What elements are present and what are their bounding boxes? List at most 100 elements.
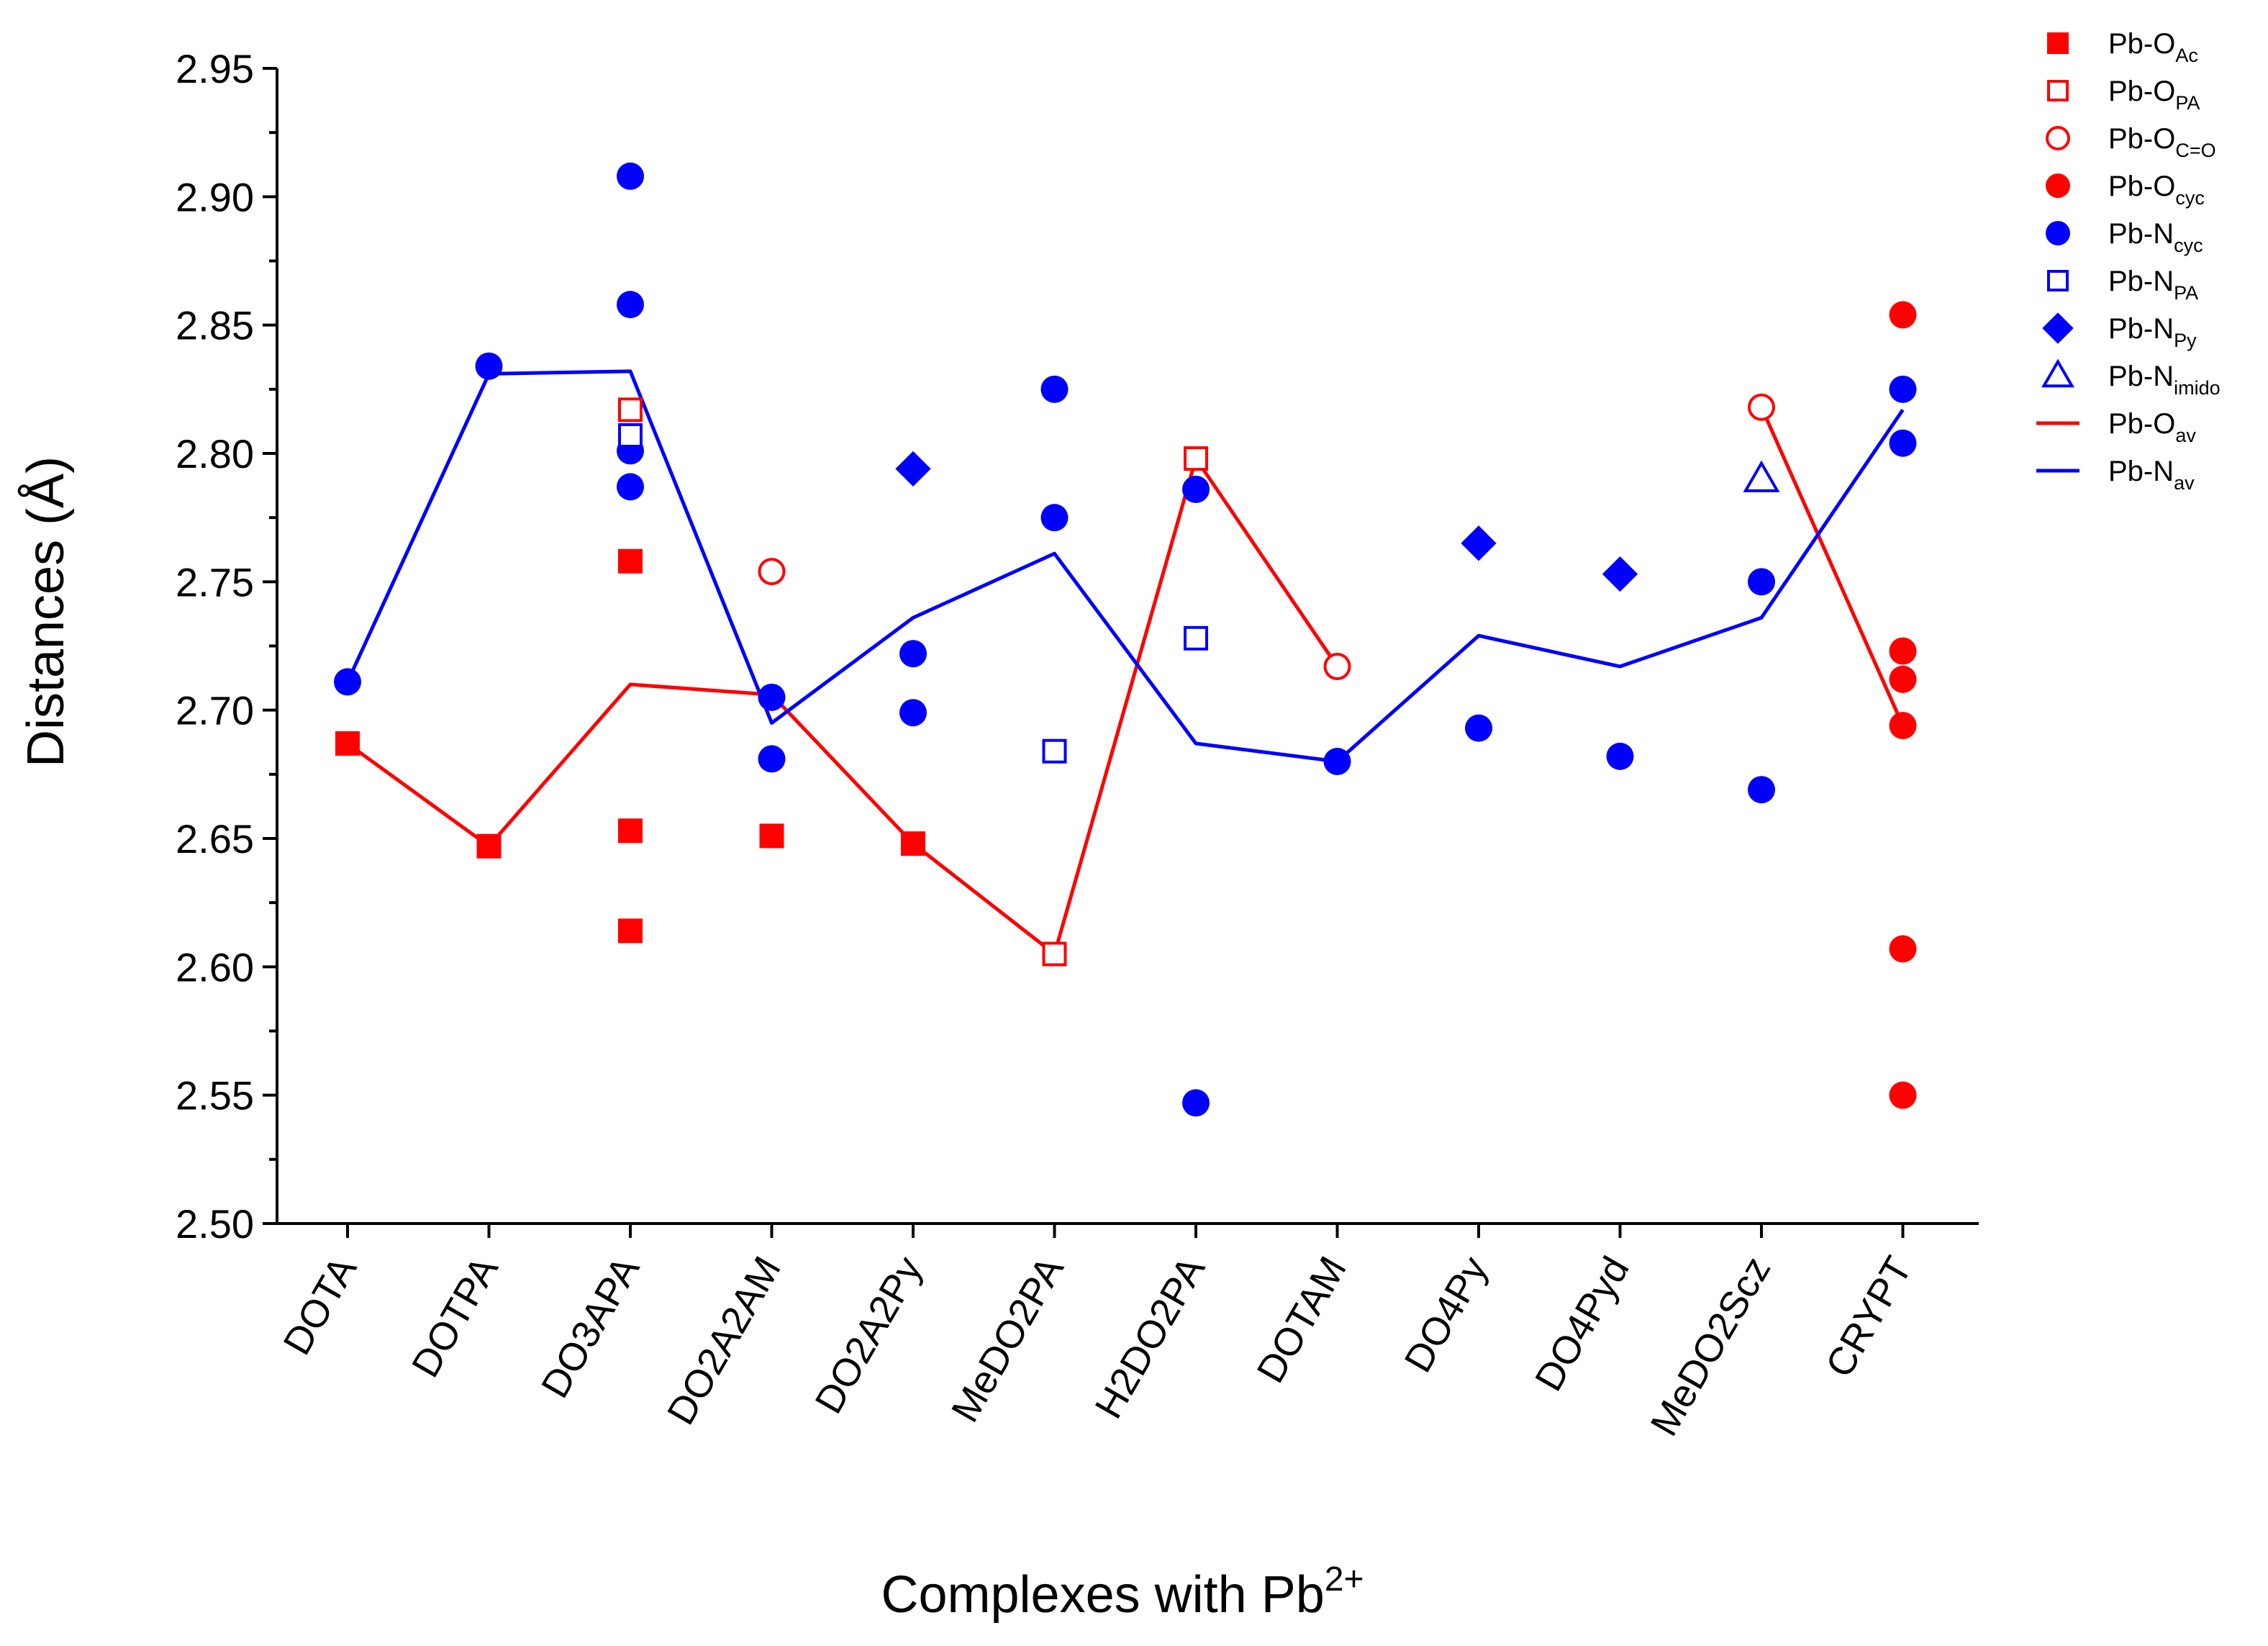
y-tick-label: 2.65 bbox=[176, 816, 254, 862]
point-pb-o-ac bbox=[618, 818, 643, 844]
x-tick-label: DO3APA bbox=[533, 1249, 648, 1405]
x-axis-title: Complexes with Pb2+ bbox=[881, 1560, 1364, 1624]
point-pb-n-cyc bbox=[899, 699, 927, 727]
legend-item: Pb-Oav bbox=[2036, 408, 2196, 446]
legend-item: Pb-Ocyc bbox=[2046, 171, 2205, 209]
legend-label: Pb-NPA bbox=[2108, 266, 2198, 304]
legend-marker bbox=[2046, 173, 2070, 198]
point-pb-o-ac bbox=[476, 833, 502, 859]
legend-marker bbox=[2042, 312, 2074, 344]
point-pb-o-co bbox=[758, 558, 786, 586]
axes: 2.50 2.55 2.60 2.65 2.70 2.75 2.80 2.85 2.90 2.95… bbox=[176, 46, 1979, 1443]
point-pb-o-co bbox=[1323, 653, 1351, 681]
point-pb-n-pa bbox=[1042, 738, 1067, 764]
x-axis-title-text: Complexes with Pb bbox=[881, 1566, 1325, 1624]
legend-marker bbox=[2041, 358, 2074, 388]
legend-label-subscript: Py bbox=[2174, 330, 2197, 351]
y-tick-label: 2.85 bbox=[176, 303, 254, 348]
x-tick-label: MeDO2Scz bbox=[1642, 1249, 1779, 1443]
point-pb-o-cyc bbox=[1889, 1081, 1917, 1109]
series-line-pb-o-av bbox=[346, 456, 1339, 956]
point-pb-o-cyc bbox=[1889, 665, 1917, 693]
legend-item: Pb-OC=O bbox=[2046, 123, 2216, 161]
x-tick-label: H2DO2PA bbox=[1087, 1249, 1213, 1426]
point-pb-n-cyc bbox=[758, 745, 786, 773]
legend-label-main: Pb-N bbox=[2108, 218, 2174, 250]
legend-label: Pb-NPy bbox=[2108, 313, 2197, 351]
point-pb-o-ac bbox=[901, 831, 925, 856]
y-tick-label: 2.80 bbox=[176, 431, 254, 476]
legend-label: Pb-OPA bbox=[2108, 76, 2200, 114]
x-tick-label: DOTPA bbox=[404, 1249, 507, 1385]
point-pb-n-cyc bbox=[1889, 429, 1917, 457]
legend-label: Pb-OAc bbox=[2108, 28, 2198, 66]
point-pb-o-ac bbox=[759, 823, 784, 849]
point-pb-o-co bbox=[1748, 393, 1775, 421]
legend-marker bbox=[2047, 80, 2069, 101]
legend-label-subscript: imido bbox=[2174, 377, 2221, 399]
legend-label-main: Pb-N bbox=[2108, 361, 2174, 392]
y-tick-label: 2.55 bbox=[176, 1073, 254, 1118]
point-pb-o-ac bbox=[335, 731, 360, 756]
point-pb-o-ac bbox=[618, 548, 643, 574]
axis-titles: Distances (Å) Complexes with Pb2+ bbox=[17, 456, 1364, 1624]
point-pb-n-cyc bbox=[1182, 1089, 1210, 1117]
legend-marker bbox=[2047, 270, 2069, 291]
x-tick-label: DO2A2AM bbox=[659, 1249, 789, 1432]
y-tick-label: 2.95 bbox=[176, 46, 254, 91]
point-pb-n-cyc bbox=[1465, 714, 1492, 742]
legend-item: Pb-NPA bbox=[2047, 266, 2198, 304]
legend-label: Pb-Ncyc bbox=[2108, 218, 2203, 256]
point-pb-o-pa bbox=[1184, 446, 1208, 471]
legend-item: Pb-Ncyc bbox=[2046, 218, 2203, 256]
point-pb-n-pa bbox=[1184, 625, 1208, 651]
y-tick-label: 2.75 bbox=[176, 559, 254, 605]
legend: Pb-OAcPb-OPAPb-OC=OPb-OcycPb-NcycPb-NPAP… bbox=[2036, 28, 2221, 494]
data-points bbox=[334, 162, 1917, 1117]
legend-item: Pb-OAc bbox=[2047, 28, 2198, 66]
legend-label-main: Pb-O bbox=[2108, 28, 2175, 60]
point-pb-n-cyc bbox=[475, 352, 503, 380]
legend-label: Pb-Nimido bbox=[2108, 361, 2221, 399]
legend-label-subscript: av bbox=[2174, 472, 2195, 494]
legend-marker bbox=[2046, 126, 2070, 150]
legend-label-subscript: PA bbox=[2175, 92, 2200, 114]
point-pb-o-pa bbox=[1042, 941, 1067, 967]
point-pb-n-py bbox=[895, 451, 931, 487]
point-pb-o-pa bbox=[618, 397, 643, 422]
legend-label-subscript: PA bbox=[2174, 282, 2198, 304]
y-axis-title: Distances (Å) bbox=[17, 456, 75, 767]
legend-label-subscript: av bbox=[2175, 425, 2196, 446]
x-tick-label: DO4Pyd bbox=[1527, 1249, 1638, 1398]
legend-item: Pb-OPA bbox=[2047, 76, 2200, 114]
point-pb-n-cyc bbox=[1040, 375, 1069, 403]
point-pb-n-imido bbox=[1743, 460, 1780, 492]
point-pb-n-cyc bbox=[1606, 742, 1634, 770]
legend-item: Pb-Nav bbox=[2036, 456, 2195, 494]
point-pb-n-cyc bbox=[334, 668, 361, 696]
y-tick-label: 2.50 bbox=[176, 1201, 254, 1247]
legend-label: Pb-Ocyc bbox=[2108, 171, 2205, 209]
point-pb-n-pa bbox=[618, 423, 643, 448]
legend-label-main: Pb-O bbox=[2108, 76, 2175, 107]
x-tick-label: DOTA bbox=[275, 1249, 365, 1362]
legend-label: Pb-OC=O bbox=[2108, 123, 2216, 161]
x-tick-label: DOTAM bbox=[1248, 1249, 1354, 1390]
legend-label: Pb-Nav bbox=[2108, 456, 2195, 494]
point-pb-n-cyc bbox=[758, 683, 786, 711]
legend-label-main: Pb-O bbox=[2108, 408, 2175, 440]
legend-item: Pb-Nimido bbox=[2041, 358, 2221, 399]
point-pb-n-cyc bbox=[899, 640, 927, 668]
legend-label: Pb-Oav bbox=[2108, 408, 2196, 446]
series-line-pb-n-av bbox=[345, 369, 1905, 764]
legend-label-subscript: cyc bbox=[2174, 235, 2203, 256]
point-pb-n-cyc bbox=[1040, 504, 1069, 532]
point-pb-o-ac bbox=[618, 918, 643, 944]
x-tick-label: DO4Py bbox=[1396, 1249, 1496, 1380]
y-tick-label: 2.60 bbox=[176, 944, 254, 990]
point-pb-o-cyc bbox=[1889, 935, 1917, 963]
point-pb-o-cyc bbox=[1889, 712, 1917, 740]
legend-item: Pb-NPy bbox=[2042, 312, 2197, 351]
legend-label-main: Pb-N bbox=[2108, 266, 2174, 297]
